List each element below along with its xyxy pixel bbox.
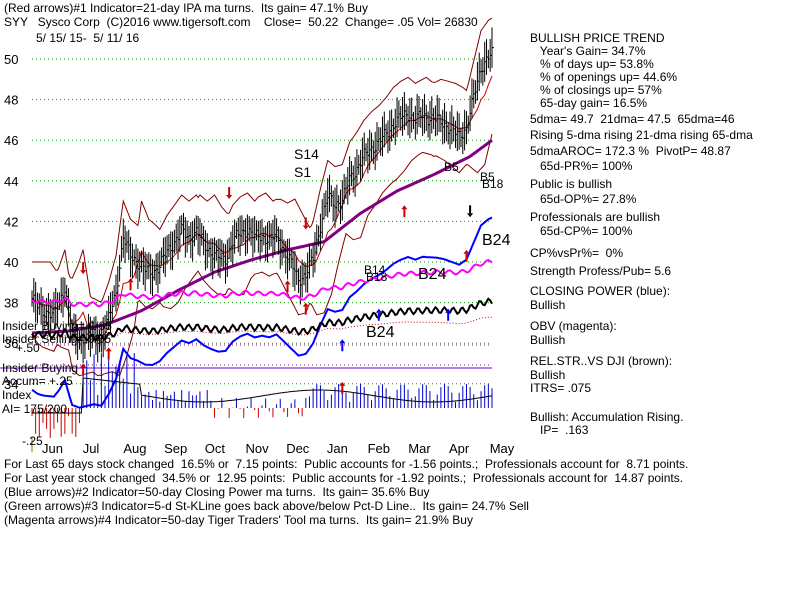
obv-line: [31, 259, 493, 308]
scale-minus25: -.25: [22, 434, 43, 448]
x-axis-months: Jun Jul Aug Sep Oct Nov Dec Jan Feb Mar Apr May: [42, 441, 515, 456]
insider-buying-legend: Insider Buying: [2, 361, 79, 375]
signal-arrowhead: [284, 280, 291, 285]
signal-b14: B14: [364, 263, 386, 277]
side-5: 65-day gain= 16.5%: [530, 96, 648, 110]
side-14: CP%vsPr%= 0%: [530, 246, 624, 260]
side-8: 5dmaAROC= 172.3 % PivotP= 48.87: [530, 144, 731, 158]
side-13: 65d-CP%= 100%: [530, 224, 633, 238]
y-axis-ticks: 50 48 46 44 42 40 38 36 34: [4, 52, 18, 392]
signal-arrowhead: [80, 270, 87, 275]
accum-label: Accum= +.25: [2, 374, 73, 388]
side-10: Public is bullish: [530, 177, 613, 191]
date-range: 5/ 15/ 15- 5/ 11/ 16: [36, 31, 140, 45]
y-tick-38: 38: [4, 296, 18, 311]
upper-band: [32, 17, 493, 303]
footer-magenta-arrows: (Magenta arrows)#4 Indicator=50-day Tige…: [4, 513, 473, 527]
side-0: BULLISH PRICE TREND: [530, 31, 665, 45]
y-tick-46: 46: [4, 133, 18, 148]
side-20: REL.STR..VS DJI (brown):: [530, 354, 673, 368]
signal-arrows: [80, 187, 474, 394]
side-4: % of closings up= 57%: [530, 83, 662, 97]
signal-b24-price: B24: [482, 232, 511, 249]
ai-label: AI= 175/200: [2, 402, 68, 416]
x-month-aug: Aug: [123, 441, 146, 456]
side-23: Bullish: Accumulation Rising.: [530, 410, 684, 424]
x-month-feb: Feb: [368, 441, 390, 456]
signal-b18-right: B18: [482, 177, 504, 191]
x-month-jun: Jun: [42, 441, 63, 456]
footer-green-arrows: (Green arrows)#3 Indicator=5-d St-KLine …: [4, 499, 529, 513]
y-tick-36: 36: [4, 336, 18, 351]
signal-arrowhead: [401, 205, 408, 210]
signal-arrowhead: [105, 347, 112, 352]
ticker-info: SYY Sysco Corp (C)2016 www.tigersoft.com…: [4, 15, 478, 29]
signal-arrowhead: [226, 195, 233, 200]
x-month-oct: Oct: [205, 441, 226, 456]
signal-b24-low: B24: [366, 324, 395, 341]
side-11: 65d-OP%= 27.8%: [530, 192, 637, 206]
accum-ma-line: [32, 377, 493, 414]
x-month-jan: Jan: [327, 441, 348, 456]
side-12: Professionals are bullish: [530, 210, 661, 224]
signal-arrowhead: [80, 363, 87, 368]
signal-arrowhead: [463, 249, 470, 254]
x-month-apr: Apr: [449, 441, 470, 456]
signal-arrowhead: [445, 308, 452, 313]
footer-65day: For Last 65 days stock changed 16.5% or …: [4, 457, 689, 471]
index-label: Index: [2, 388, 32, 402]
signal-arrowhead: [339, 381, 346, 386]
side-1: Year's Gain= 34.7%: [530, 44, 646, 58]
side-16: CLOSING POWER (blue):: [530, 284, 671, 298]
x-month-sep: Sep: [164, 441, 187, 456]
footer-blue-arrows: (Blue arrows)#2 Indicator=50-day Closing…: [4, 485, 430, 499]
side-24: IP= .163: [530, 423, 589, 437]
side-17: Bullish: [530, 298, 566, 312]
insider-buying-count: Insider Buying= 0/65: [2, 319, 112, 333]
signal-arrowhead: [339, 339, 346, 344]
signal-arrowhead: [467, 213, 474, 218]
side-2: % of days up= 53.8%: [530, 57, 654, 71]
rel-str-line: [31, 297, 493, 342]
side-18: OBV (magenta):: [530, 319, 617, 333]
y-tick-40: 40: [4, 255, 18, 270]
scale-plus50: +.50: [16, 341, 40, 355]
y-tick-48: 48: [4, 93, 18, 108]
signal-arrowhead: [375, 308, 382, 313]
signal-s14: S14: [294, 146, 319, 162]
side-7: Rising 5-dma rising 21-dma rising 65-dma: [530, 128, 753, 142]
x-month-jul: Jul: [83, 441, 100, 456]
x-month-dec: Dec: [286, 441, 310, 456]
side-3: % of openings up= 44.6%: [530, 70, 678, 84]
footer-year: For Last year stock changed 34.5% or 12.…: [4, 471, 684, 485]
obv-ma-line: [31, 316, 493, 341]
x-month-mar: Mar: [408, 441, 431, 456]
indicator-1-text: (Red arrows)#1 Indicator=21-day IPA ma t…: [4, 1, 368, 15]
x-month-nov: Nov: [246, 441, 270, 456]
y-tick-34: 34: [4, 377, 18, 392]
y-tick-50: 50: [4, 52, 18, 67]
signal-s1: S1: [294, 164, 312, 180]
side-21: Bullish: [530, 368, 566, 382]
side-6: 5dma= 49.7 21dma= 47.5 65dma=46: [530, 112, 735, 126]
side-22: ITRS= .075: [530, 381, 592, 395]
side-9: 65d-PR%= 100%: [530, 159, 633, 173]
price-bars: [31, 27, 494, 364]
signal-b5-right: B5: [480, 170, 495, 184]
insider-selling-count: Insider Selling= 0/65: [2, 332, 112, 346]
signal-arrowhead: [302, 302, 309, 307]
side-19: Bullish: [530, 333, 566, 347]
x-month-may: May: [490, 441, 515, 456]
signal-b5: B5: [444, 160, 459, 174]
signal-b18-mid: B18: [366, 270, 388, 284]
accumulation-histogram: [31, 353, 493, 452]
side-15: Strength Profess/Pub= 5.6: [530, 264, 672, 278]
signal-b24-mid: B24: [418, 266, 447, 283]
signal-arrowhead: [302, 225, 309, 230]
y-tick-44: 44: [4, 174, 18, 189]
y-tick-42: 42: [4, 214, 18, 229]
signal-arrowhead: [127, 278, 134, 283]
